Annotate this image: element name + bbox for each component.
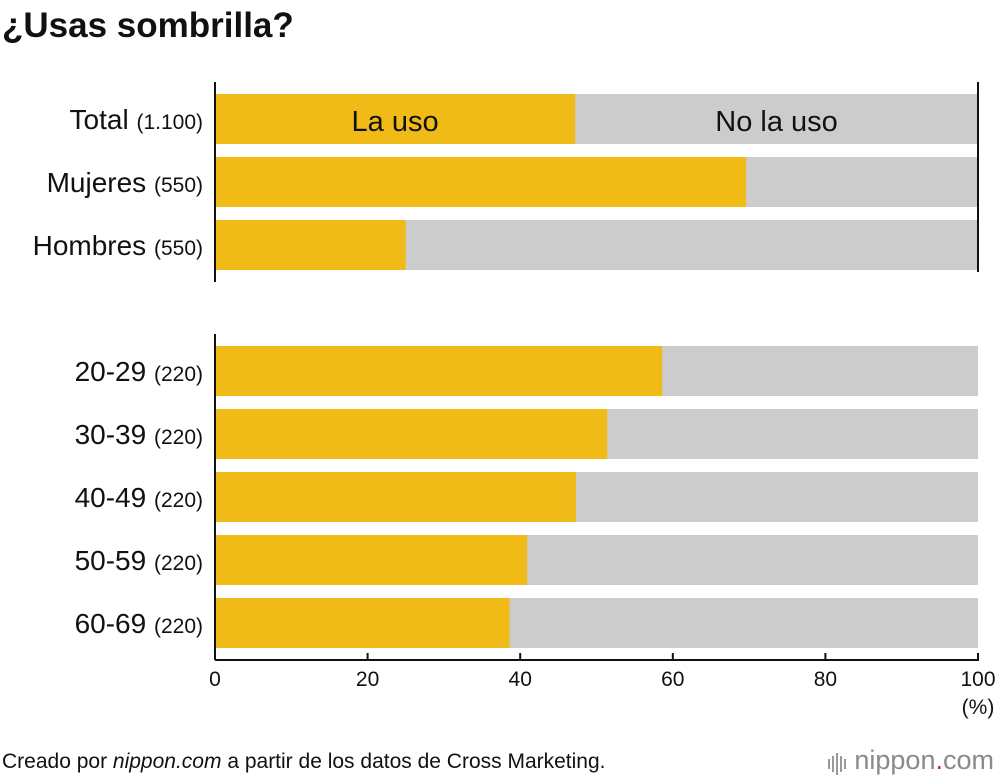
category-count: (220) xyxy=(154,426,203,449)
category-count: (220) xyxy=(154,363,203,386)
category-label: 40-49 (220) xyxy=(75,482,203,513)
category-label: Total (1.100) xyxy=(70,104,203,135)
logo-text-nippon: nippon xyxy=(854,745,936,775)
category-count: (220) xyxy=(154,489,203,512)
bar-yes-40-49 xyxy=(215,472,576,522)
category-count: (550) xyxy=(154,237,203,260)
source-footer: Creado por nippon.com a partir de los da… xyxy=(2,747,606,777)
category-name: 40-49 xyxy=(75,482,154,513)
bar-yes-60-69 xyxy=(215,598,510,648)
category-label: 60-69 (220) xyxy=(75,608,203,639)
bar-yes-total xyxy=(215,94,576,144)
nippon-logo: nippon.com xyxy=(828,743,994,779)
legend-label-yes: La uso xyxy=(352,106,439,138)
logo-text-com: com xyxy=(942,745,994,775)
soundwave-icon xyxy=(828,745,848,779)
category-count: (550) xyxy=(154,174,203,197)
category-label: 50-59 (220) xyxy=(75,545,203,576)
x-tick-label: 100 xyxy=(960,668,995,691)
x-tick-label: 40 xyxy=(509,668,532,691)
chart-title: ¿Usas sombrilla? xyxy=(2,6,294,45)
x-tick-label: 60 xyxy=(661,668,684,691)
bar-chart: Total (1.100)Mujeres (550)Hombres (550)2… xyxy=(33,82,996,719)
category-label: 30-39 (220) xyxy=(75,419,203,450)
x-tick-label: 20 xyxy=(356,668,379,691)
category-label: Hombres (550) xyxy=(33,230,203,261)
bar-yes-hombres xyxy=(215,220,406,270)
bar-yes-50-59 xyxy=(215,535,528,585)
footer-suffix: a partir de los datos de Cross Marketing… xyxy=(221,750,606,773)
category-name: 50-59 xyxy=(75,545,154,576)
category-name: 20-29 xyxy=(75,356,154,387)
category-name: Mujeres xyxy=(47,167,154,198)
category-name: Hombres xyxy=(33,230,154,261)
legend-label-no: No la uso xyxy=(715,106,838,138)
bar-yes-20-29 xyxy=(215,346,663,396)
bar-yes-mujeres xyxy=(215,157,747,207)
category-name: Total xyxy=(70,104,137,135)
x-axis-unit-label: (%) xyxy=(962,696,995,719)
category-name: 60-69 xyxy=(75,608,154,639)
logo-dot: . xyxy=(935,745,943,775)
category-count: (220) xyxy=(154,615,203,638)
bar-yes-30-39 xyxy=(215,409,608,459)
category-label: 20-29 (220) xyxy=(75,356,203,387)
footer-prefix: Creado por xyxy=(2,750,113,773)
x-tick-label: 0 xyxy=(209,668,221,691)
x-tick-label: 80 xyxy=(814,668,837,691)
category-label: Mujeres (550) xyxy=(47,167,203,198)
footer-site: nippon.com xyxy=(112,750,222,773)
category-name: 30-39 xyxy=(75,419,154,450)
category-count: (1.100) xyxy=(136,111,203,134)
category-count: (220) xyxy=(154,552,203,575)
